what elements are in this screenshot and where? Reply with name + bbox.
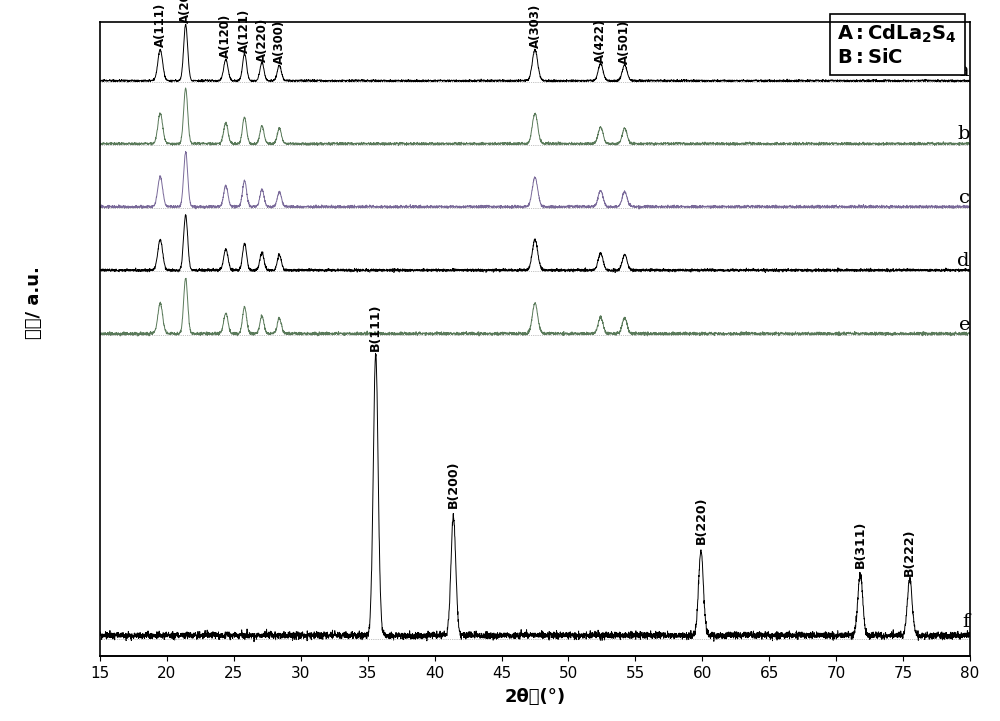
Text: B(111): B(111) [369,303,382,350]
Text: b: b [958,125,970,143]
Text: $\mathbf{A{:}CdLa_2S_4}$
$\mathbf{B{:}SiC}$: $\mathbf{A{:}CdLa_2S_4}$ $\mathbf{B{:}Si… [837,23,957,67]
Text: c: c [959,189,970,207]
Text: A(300): A(300) [273,19,286,64]
Text: A(200): A(200) [179,0,192,23]
X-axis label: 2θ角(°): 2θ角(°) [504,688,566,706]
Text: A(220): A(220) [255,17,268,62]
Text: B(222): B(222) [903,529,916,576]
Text: A(303): A(303) [528,4,542,48]
Text: B(200): B(200) [447,460,460,508]
Text: A(501): A(501) [618,19,631,64]
Text: A(111): A(111) [154,3,167,48]
Text: A(422): A(422) [594,18,607,63]
Text: 强度/ a.u.: 强度/ a.u. [25,266,43,340]
Text: A(121): A(121) [238,9,251,53]
Text: a: a [958,62,970,80]
Text: d: d [958,252,970,270]
Text: f: f [963,613,970,631]
Text: e: e [958,316,970,334]
Text: B(311): B(311) [854,521,867,568]
Text: B(220): B(220) [694,497,707,544]
Text: A(120): A(120) [219,14,232,58]
